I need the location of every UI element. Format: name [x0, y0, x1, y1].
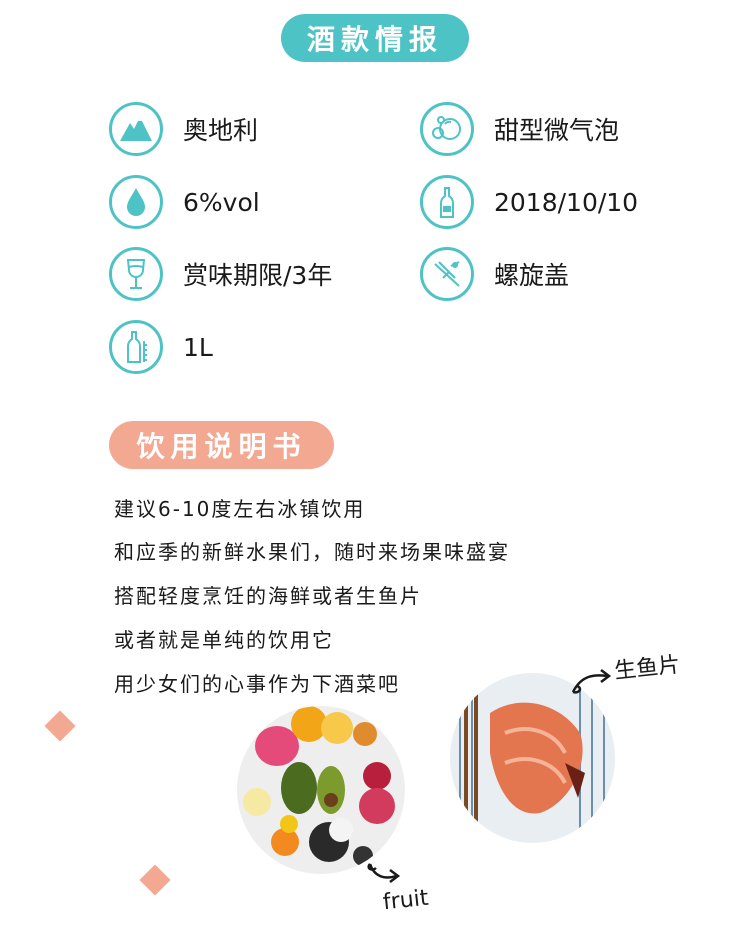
corkscrew-icon [420, 247, 474, 301]
fruit-caption: fruit [381, 885, 430, 916]
bubbles-icon [420, 102, 474, 156]
fruit-photo [237, 706, 405, 874]
drop-icon [109, 175, 163, 229]
info-section-title: 酒款情报 [281, 14, 469, 62]
guide-line: 搭配轻度烹饪的海鲜或者生鱼片 [114, 584, 422, 608]
spec-date-label: 2018/10/10 [494, 187, 639, 217]
guide-section-title: 饮用说明书 [109, 421, 334, 469]
spec-abv: 6%vol [109, 173, 260, 231]
guide-line: 建议6-10度左右冰镇饮用 [114, 497, 366, 521]
arrow-to-fruit-icon [367, 863, 401, 883]
spec-volume-label: 1L [183, 332, 213, 362]
spec-date: 2018/10/10 [420, 173, 638, 231]
guide-line: 或者就是单纯的饮用它 [114, 628, 334, 652]
spec-style: 甜型微气泡 [420, 100, 619, 158]
sashimi-caption: 生鱼片 [613, 652, 682, 685]
arrow-to-sashimi-icon [571, 669, 612, 694]
spec-origin: 奥地利 [109, 100, 258, 158]
spec-volume: 1L [109, 318, 213, 376]
guide-line: 和应季的新鲜水果们，随时来场果味盛宴 [114, 540, 510, 564]
spec-shelf-life: 赏味期限/3年 [109, 245, 332, 303]
spec-origin-label: 奥地利 [183, 116, 259, 145]
spec-closure: 螺旋盖 [420, 245, 569, 303]
decorative-diamond [139, 864, 171, 896]
spec-shelf-life-label: 赏味期限/3年 [183, 261, 333, 290]
guide-line: 用少女们的心事作为下酒菜吧 [114, 672, 400, 696]
sashimi-photo [450, 673, 615, 843]
spec-closure-label: 螺旋盖 [494, 261, 570, 290]
bottle-measure-icon [109, 320, 163, 374]
decorative-diamond [44, 710, 76, 742]
mountain-icon [109, 102, 163, 156]
wine-glass-icon [109, 247, 163, 301]
spec-style-label: 甜型微气泡 [494, 116, 620, 145]
bottle-icon [420, 175, 474, 229]
spec-abv-label: 6%vol [183, 187, 260, 217]
